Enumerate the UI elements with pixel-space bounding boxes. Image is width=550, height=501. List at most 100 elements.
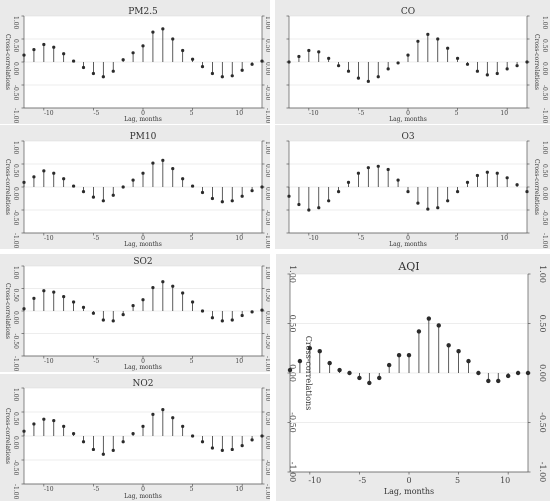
x-tick-label: 0	[141, 235, 145, 242]
x-tick-label: 10	[500, 476, 510, 485]
chart-title: AQI	[397, 260, 419, 273]
y-tick-label-right: -1.00	[264, 484, 270, 500]
x-axis-label: Lag, months	[124, 493, 162, 500]
x-axis-label: Lag, months	[389, 116, 427, 123]
data-point	[377, 375, 382, 381]
y-axis-label: Cross-correlations	[4, 34, 11, 90]
x-tick-label: 5	[455, 476, 460, 485]
data-point	[426, 32, 430, 37]
y-tick-labels-right: -1.00 -0.50 0.00 0.50 1.00	[541, 141, 548, 249]
data-point	[210, 71, 215, 76]
data-point	[525, 370, 531, 376]
data-point	[62, 177, 66, 181]
y-tick-label-right: 0.00	[264, 62, 270, 76]
data-point	[111, 319, 115, 323]
x-tick-label: -5	[359, 476, 367, 485]
data-point	[52, 290, 56, 294]
data-point	[426, 207, 430, 211]
data-point	[161, 27, 165, 31]
data-point	[22, 53, 26, 57]
x-tick-label: -10	[308, 476, 321, 485]
y-tick-label-right: 0.00	[538, 364, 547, 382]
data-point	[121, 185, 125, 189]
y-tick-label-right: 0.00	[264, 311, 270, 325]
y-tick-label: -1.00	[12, 233, 19, 249]
data-point	[515, 370, 521, 376]
y-tick-label: -1.00	[12, 108, 19, 124]
data-point	[42, 169, 46, 173]
data-point	[101, 199, 105, 203]
x-tick-label: -10	[44, 486, 54, 493]
data-point	[515, 183, 519, 187]
data-point	[386, 362, 392, 368]
data-point	[181, 177, 185, 181]
y-tick-label-right: -0.50	[541, 210, 548, 226]
data-point	[406, 190, 410, 194]
x-tick-label: 10	[235, 486, 243, 493]
data-point	[376, 75, 380, 79]
data-point	[260, 308, 264, 312]
y-tick-label: -0.50	[12, 334, 19, 350]
data-point	[250, 62, 254, 66]
data-point	[230, 318, 234, 322]
chart-title: PM10	[130, 132, 157, 142]
data-point	[240, 444, 244, 448]
data-point	[416, 39, 420, 43]
y-axis-label: Cross-correlations	[533, 159, 540, 215]
data-point	[337, 367, 342, 373]
data-point	[317, 206, 321, 210]
data-point	[436, 37, 440, 41]
data-point	[52, 171, 56, 175]
x-tick-label: 0	[406, 235, 410, 242]
y-tick-label: 0.50	[12, 412, 19, 426]
y-tick-label-right: 0.00	[541, 187, 548, 201]
data-point	[307, 208, 311, 212]
y-tick-label: 0.00	[12, 311, 19, 325]
y-tick-label: 0.00	[12, 62, 19, 76]
data-point	[347, 370, 352, 376]
data-point	[210, 316, 215, 320]
plot-marks	[286, 140, 530, 236]
x-tick-label: 10	[500, 110, 508, 117]
data-point	[386, 67, 390, 71]
data-point	[111, 448, 115, 452]
data-point	[426, 316, 432, 321]
x-tick-label: -5	[358, 110, 364, 117]
y-tick-labels: -1.00 -0.50 0.00 0.50 1.00	[12, 388, 19, 500]
data-point	[496, 378, 501, 384]
data-point	[171, 37, 175, 41]
y-tick-labels: -1.00 -0.50 0.00 0.50 1.00	[12, 141, 19, 249]
x-tick-label: 5	[190, 235, 194, 242]
x-tick-label: -5	[358, 235, 364, 242]
data-point	[396, 61, 400, 65]
chart-panel-co: CO Lag, months Cross-correlations -1.00 …	[275, 0, 550, 124]
y-tick-label-right: 0.00	[541, 62, 548, 76]
data-point	[495, 71, 499, 76]
data-point	[81, 190, 86, 194]
x-tick-labels: -10 -5 0 5 10	[308, 476, 510, 485]
data-point	[190, 184, 195, 188]
data-point	[230, 74, 234, 78]
data-point	[475, 173, 480, 178]
data-point	[297, 202, 301, 207]
data-point	[260, 434, 264, 438]
data-point	[297, 54, 301, 59]
data-point	[141, 171, 145, 175]
y-tick-label-right: -1.00	[264, 233, 270, 249]
data-point	[121, 440, 125, 444]
data-point	[230, 447, 234, 452]
y-tick-label: 0.50	[12, 39, 19, 53]
data-point	[260, 59, 264, 63]
x-tick-label: -5	[93, 358, 99, 365]
data-point	[505, 176, 509, 180]
x-tick-label: 0	[406, 476, 411, 485]
y-tick-label-right: 0.00	[264, 436, 270, 450]
data-point	[42, 42, 46, 47]
data-point	[346, 180, 351, 184]
plot-marks	[286, 15, 530, 111]
data-point	[505, 373, 511, 379]
y-tick-label-right: -1.00	[264, 108, 270, 124]
data-point	[416, 329, 422, 334]
data-point	[446, 343, 451, 348]
plot-marks	[21, 140, 265, 236]
